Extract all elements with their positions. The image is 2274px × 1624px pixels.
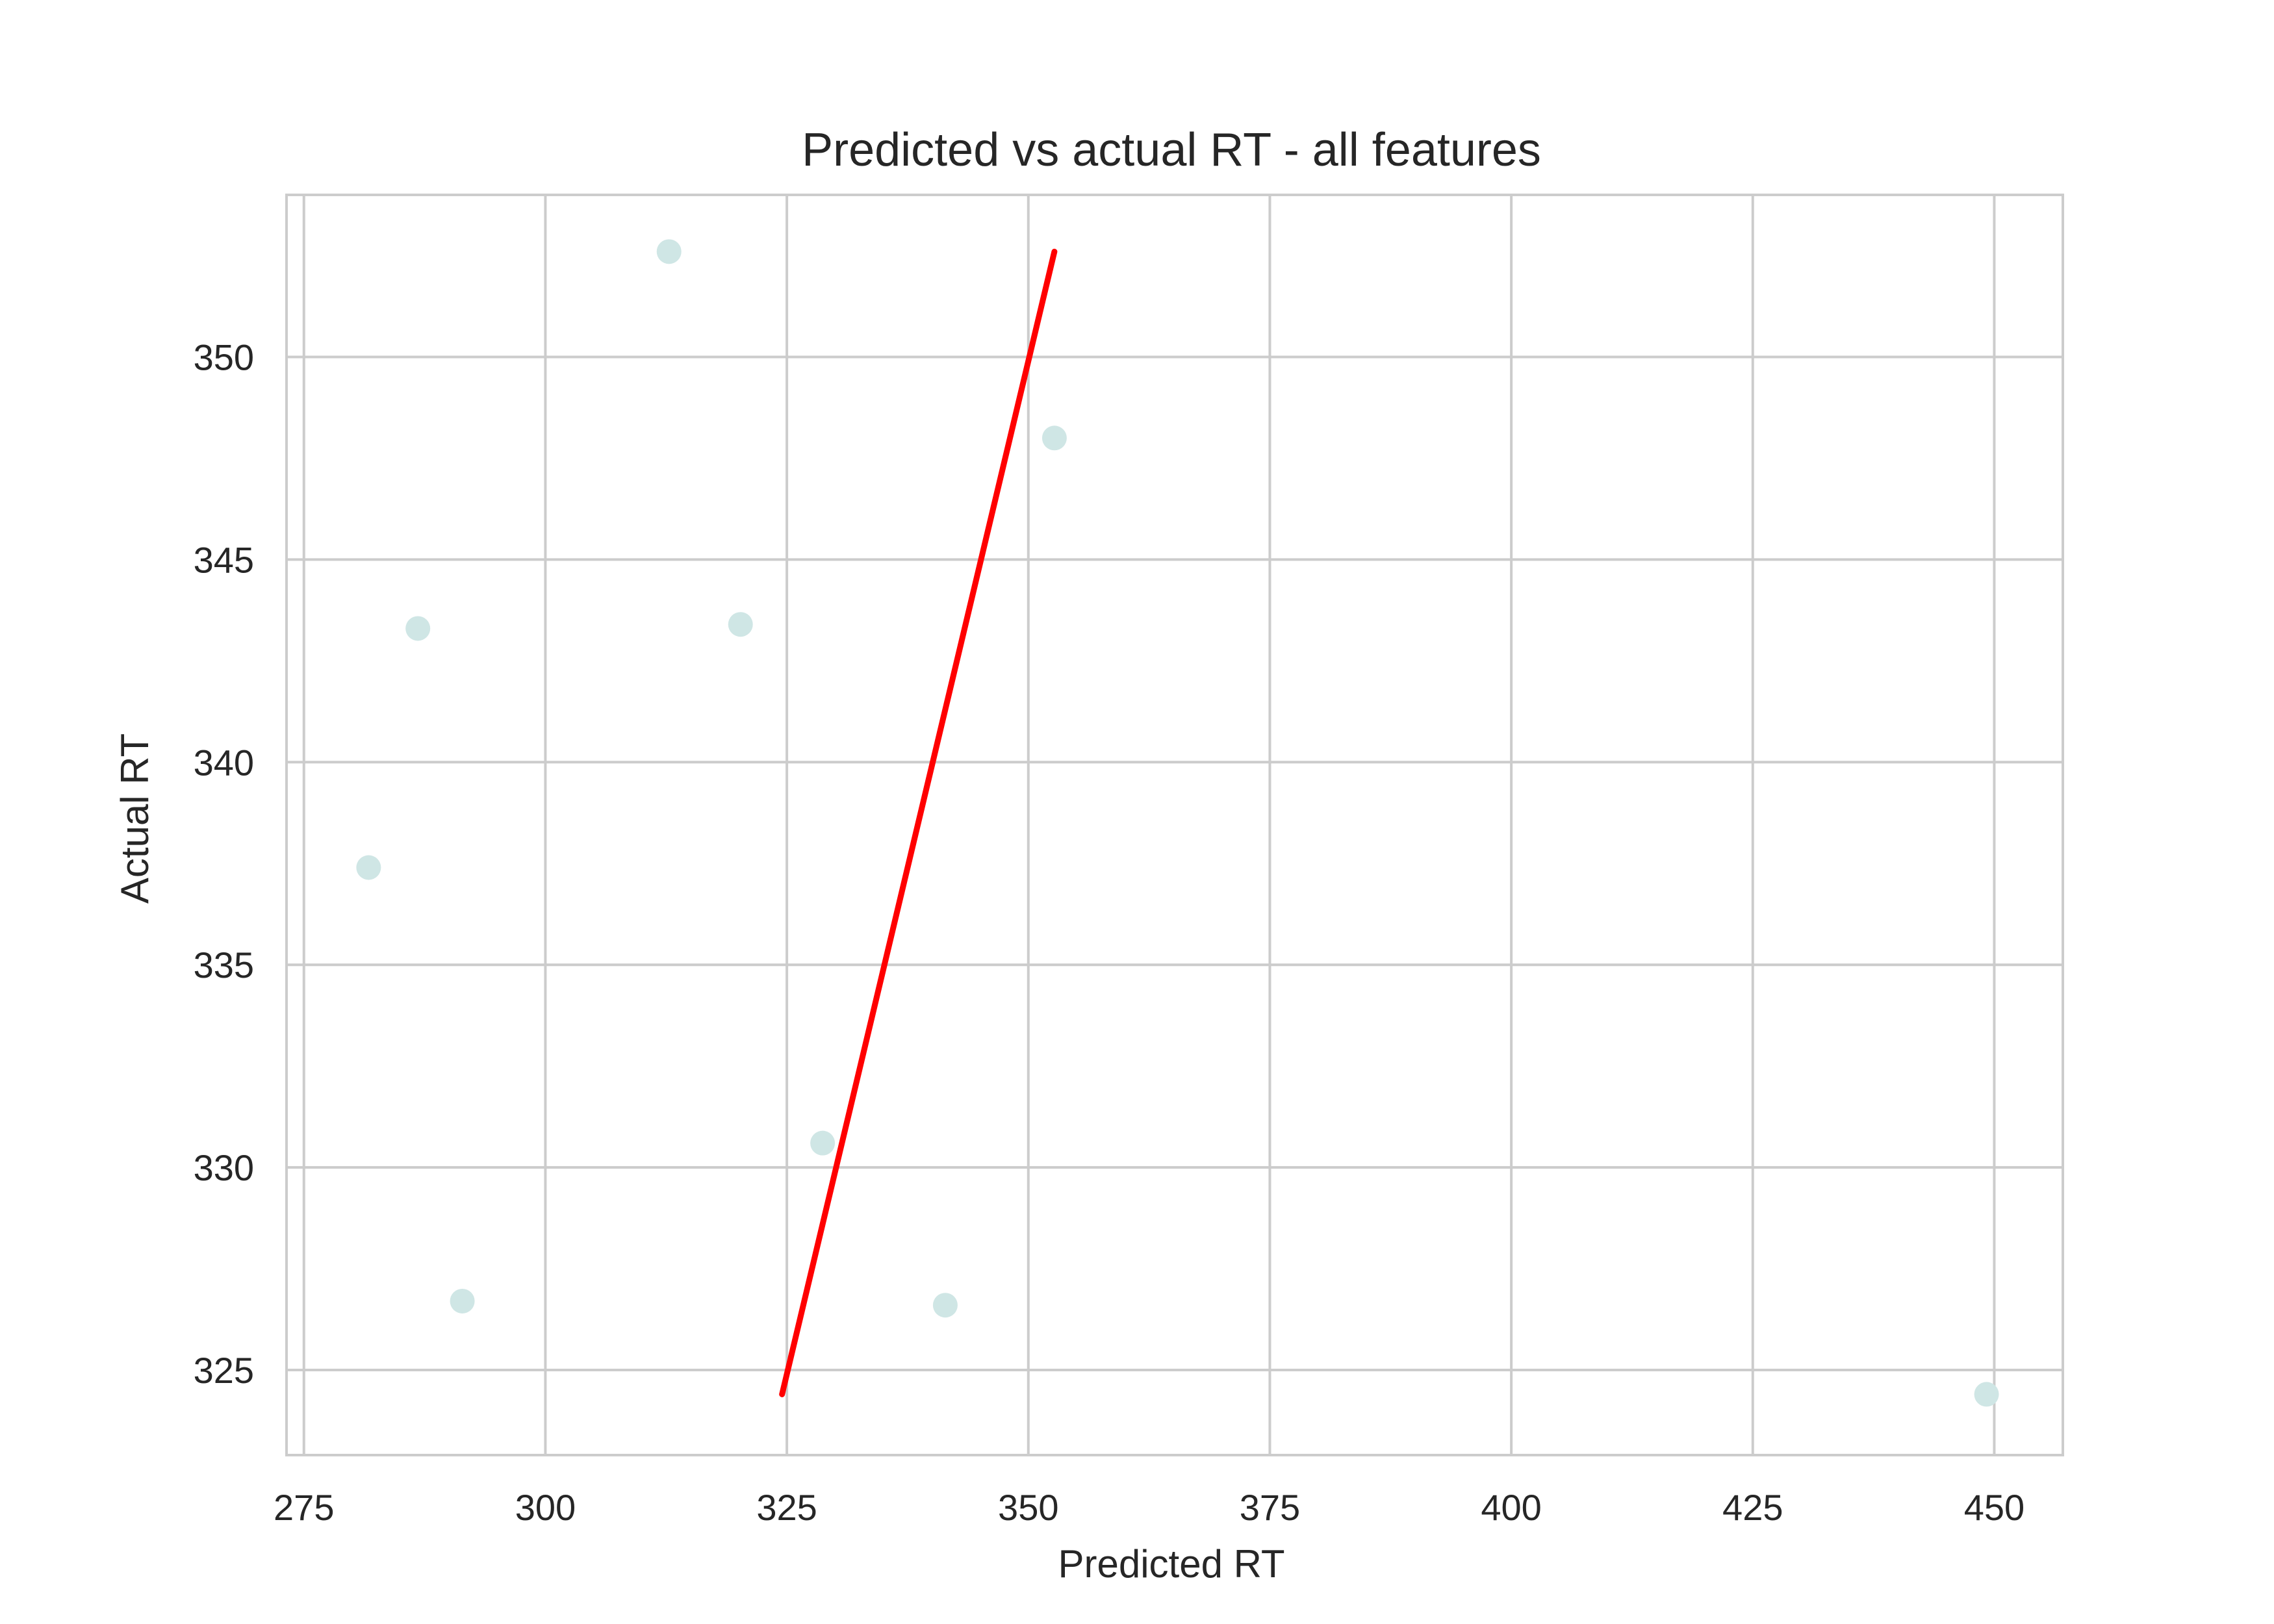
data-point	[1974, 1382, 1999, 1407]
fit-line	[779, 248, 1058, 1397]
data-point	[1041, 425, 1067, 451]
y-tick-label: 350	[194, 337, 254, 378]
y-tick-label: 340	[194, 742, 254, 783]
data-point	[450, 1288, 475, 1313]
chart-title: Predicted vs actual RT - all features	[802, 124, 1541, 176]
data-point	[405, 616, 431, 641]
y-tick-label: 335	[194, 945, 254, 985]
data-points	[356, 239, 1999, 1407]
x-tick-label: 425	[1722, 1487, 1783, 1528]
data-point	[728, 612, 753, 637]
x-tick-label: 450	[1964, 1487, 2025, 1528]
data-point	[932, 1293, 958, 1318]
y-tick-labels: 325 330 335 340 345 350	[194, 337, 254, 1391]
data-point	[356, 855, 381, 880]
grid	[287, 195, 2063, 1455]
x-tick-labels: 275 300 325 350 375 400 425 450	[274, 1487, 2025, 1528]
x-tick-label: 300	[515, 1487, 576, 1528]
data-point	[810, 1130, 836, 1156]
x-tick-label: 375	[1240, 1487, 1300, 1528]
x-axis-label: Predicted RT	[1058, 1542, 1284, 1586]
x-tick-label: 325	[756, 1487, 817, 1528]
y-axis-label: Actual RT	[113, 733, 157, 904]
x-tick-label: 400	[1481, 1487, 1541, 1528]
data-point	[656, 239, 682, 264]
plot-frame	[285, 194, 2064, 1456]
y-tick-label: 330	[194, 1147, 254, 1188]
y-tick-label: 345	[194, 539, 254, 580]
y-tick-label: 325	[194, 1350, 254, 1391]
x-tick-label: 350	[998, 1487, 1058, 1528]
x-tick-label: 275	[274, 1487, 334, 1528]
